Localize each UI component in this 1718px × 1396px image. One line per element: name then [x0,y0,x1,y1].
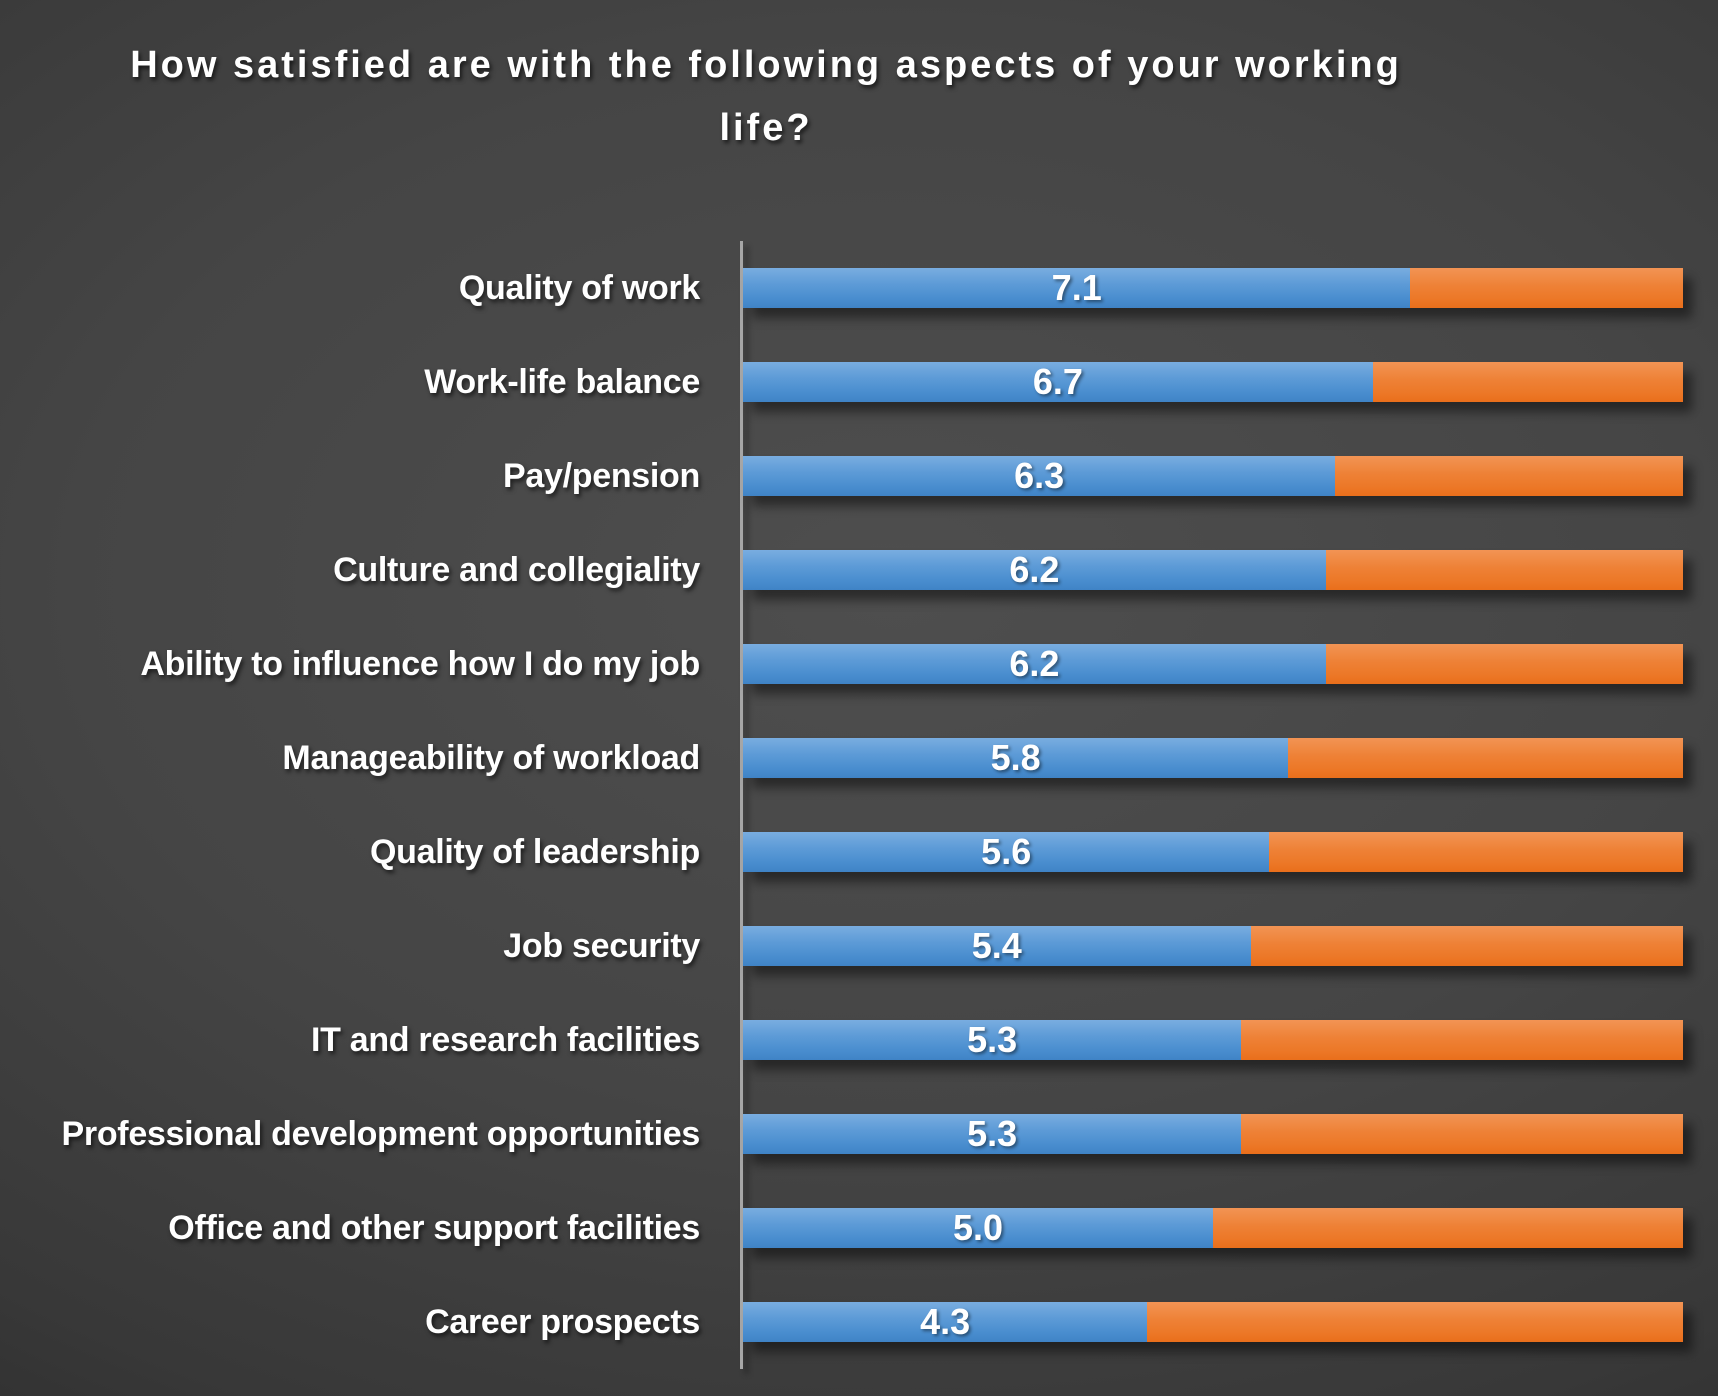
satisfied-bar-segment: 7.1 [743,267,1411,308]
value-label: 6.2 [1009,643,1060,684]
bar-track: 5.8 [743,738,1683,778]
chart-row: Professional development opportunities 5.… [0,1087,1718,1181]
category-label: Professional development opportunities [61,1114,701,1153]
bar-track: 5.0 [743,1208,1683,1248]
chart-row: Quality of leadership 5.6 [0,805,1718,899]
satisfied-bar-segment: 6.7 [743,362,1373,402]
value-label: 4.3 [920,1301,971,1342]
value-label: 5.3 [967,1113,1018,1154]
remainder-bar-segment [1269,832,1683,872]
chart-row: Ability to influence how I do my job 6.2 [0,617,1718,711]
remainder-bar-segment [1213,1208,1683,1248]
value-label: 6.2 [1009,549,1060,590]
chart-row: Pay/pension 6.3 [0,429,1718,523]
chart-title-line2: life? [719,107,813,149]
category-label: Quality of leadership [370,832,700,871]
chart-row: Culture and collegiality 6.2 [0,523,1718,617]
chart-row: Quality of work 7.1 [0,241,1718,335]
satisfied-bar-segment: 5.8 [743,737,1289,778]
bar-track: 7.1 [743,268,1683,308]
category-label: Quality of work [458,268,700,307]
satisfied-bar-segment: 5.4 [743,926,1251,966]
remainder-bar-segment [1250,926,1683,966]
category-label: Office and other support facilities [168,1208,700,1247]
category-label: Career prospects [425,1302,700,1341]
chart-row: Manageability of workload 5.8 [0,711,1718,805]
chart-title-line1: How satisfied are with the following asp… [130,44,1402,86]
satisfied-bar-segment: 5.3 [743,1019,1242,1060]
category-label: Culture and collegiality [333,550,700,589]
value-label: 6.7 [1032,361,1083,402]
category-label: IT and research facilities [310,1020,700,1059]
satisfied-bar-segment: 6.3 [743,455,1336,496]
y-axis-line [740,241,743,1369]
remainder-bar-segment [1325,644,1683,684]
category-label: Pay/pension [503,456,700,495]
bar-track: 5.3 [743,1020,1683,1060]
bar-track: 5.3 [743,1114,1683,1154]
remainder-bar-segment [1241,1114,1683,1154]
chart-title: How satisfied are with the following asp… [0,34,1532,160]
remainder-bar-segment [1288,738,1683,778]
remainder-bar-segment [1372,362,1683,402]
bar-track: 4.3 [743,1302,1683,1342]
value-label: 6.3 [1014,455,1065,496]
chart-row: IT and research facilities 5.3 [0,993,1718,1087]
value-label: 5.8 [990,737,1041,778]
bar-track: 6.2 [743,644,1683,684]
satisfied-bar-segment: 5.3 [743,1113,1242,1154]
satisfied-bar-segment: 5.0 [743,1208,1213,1248]
satisfied-bar-segment: 6.2 [743,550,1326,590]
value-label: 5.4 [971,925,1022,966]
chart-rows: Quality of work 7.1 Work-life balance 6.7 Pa… [0,241,1718,1369]
category-label: Job security [503,926,700,965]
satisfied-bar-segment: 5.6 [743,831,1270,872]
satisfied-bar-segment: 6.2 [743,644,1326,684]
remainder-bar-segment [1325,550,1683,590]
remainder-bar-segment [1410,268,1683,308]
remainder-bar-segment [1241,1020,1683,1060]
bar-track: 5.4 [743,926,1683,966]
value-label: 5.3 [967,1019,1018,1060]
category-label: Manageability of workload [282,738,700,777]
chart-row: Office and other support facilities 5.0 [0,1181,1718,1275]
bar-track: 6.3 [743,456,1683,496]
remainder-bar-segment [1147,1302,1683,1342]
chart-row: Career prospects 4.3 [0,1275,1718,1369]
bar-track: 6.2 [743,550,1683,590]
bar-track: 6.7 [743,362,1683,402]
value-label: 5.0 [952,1207,1004,1248]
chart-row: Work-life balance 6.7 [0,335,1718,429]
satisfied-bar-segment: 4.3 [743,1301,1148,1342]
category-label: Work-life balance [424,362,700,401]
remainder-bar-segment [1335,456,1683,496]
category-label: Ability to influence how I do my job [140,644,700,683]
chart-row: Job security 5.4 [0,899,1718,993]
bar-track: 5.6 [743,832,1683,872]
value-label: 7.1 [1051,267,1102,308]
value-label: 5.6 [981,831,1032,872]
